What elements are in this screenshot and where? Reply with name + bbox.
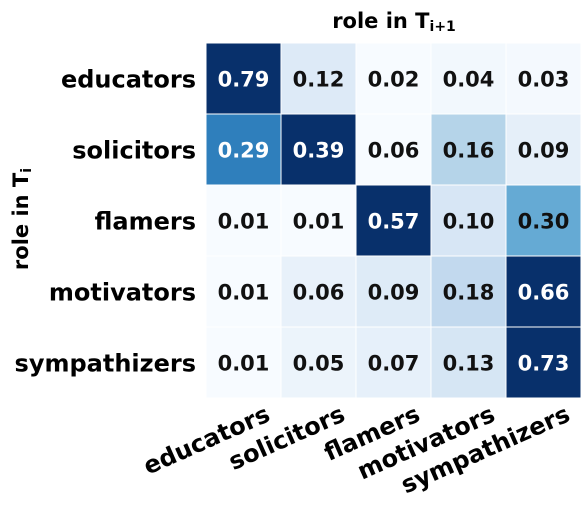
x-axis-title: role in Ti+1 [332,9,456,35]
cell-value-label: 0.03 [518,68,570,92]
heatmap-cell-motivators-motivators [430,255,507,328]
cell-value-label: 0.06 [368,139,420,163]
row-labels: educators solicitors flamers motivators symp… [15,66,196,378]
cell-value-label: 0.06 [293,281,345,305]
heatmap-cell-educators-solicitors [280,42,357,115]
cell-value-label: 0.09 [518,139,570,163]
heatmap-cell-solicitors-educators [205,113,282,186]
heatmap-cell-educators-sympathizers [505,42,581,115]
heatmap-cell-sympathizers-sympathizers [505,326,581,399]
row-label-flamers: flamers [95,208,196,236]
cell-value-label: 0.04 [443,68,495,92]
cell-value-label: 0.05 [293,352,345,376]
y-axis-title: role in Ti [9,168,35,270]
cell-value-label: 0.09 [368,281,420,305]
heatmap-cell-flamers-flamers [355,184,432,257]
cell-value-label: 0.79 [218,68,270,92]
heatmap-cells: 0.79 0.12 0.02 0.04 0.03 0.29 0.39 0.06 0.16 0.09… [205,42,581,399]
cell-value-label: 0.39 [293,139,345,163]
heatmap-cell-solicitors-solicitors [280,113,357,186]
cell-value-label: 0.01 [218,210,270,234]
heatmap-cell-sympathizers-motivators [430,326,507,399]
row-label-solicitors: solicitors [72,137,196,165]
row-label-motivators: motivators [49,279,196,307]
cell-value-label: 0.10 [443,210,495,234]
cell-value-label: 0.57 [368,210,420,234]
cell-value-label: 0.18 [443,281,495,305]
heatmap-cell-educators-motivators [430,42,507,115]
heatmap-cell-educators-flamers [355,42,432,115]
heatmap-cell-sympathizers-educators [205,326,282,399]
heatmap-cell-educators-educators [205,42,282,115]
cell-value-label: 0.07 [368,352,420,376]
heatmap-cell-solicitors-sympathizers [505,113,581,186]
cell-value-label: 0.29 [218,139,270,163]
cell-value-label: 0.01 [218,281,270,305]
row-label-educators: educators [61,66,196,94]
cell-value-label: 0.02 [368,68,420,92]
heatmap-cell-flamers-motivators [430,184,507,257]
heatmap-cell-flamers-sympathizers [505,184,581,257]
cell-value-label: 0.16 [443,139,495,163]
row-label-sympathizers: sympathizers [15,350,196,378]
cell-value-label: 0.73 [518,352,570,376]
heatmap-cell-sympathizers-flamers [355,326,432,399]
cell-value-label: 0.01 [293,210,345,234]
cell-value-label: 0.30 [518,210,570,234]
column-labels: educatorssolicitorsflamersmotivatorssymp… [139,400,574,499]
heatmap-cell-sympathizers-solicitors [280,326,357,399]
cell-value-label: 0.12 [293,68,345,92]
cell-value-label: 0.01 [218,352,270,376]
cell-value-label: 0.13 [443,352,495,376]
heatmap-cell-motivators-sympathizers [505,255,581,328]
cell-value-label: 0.66 [518,281,570,305]
